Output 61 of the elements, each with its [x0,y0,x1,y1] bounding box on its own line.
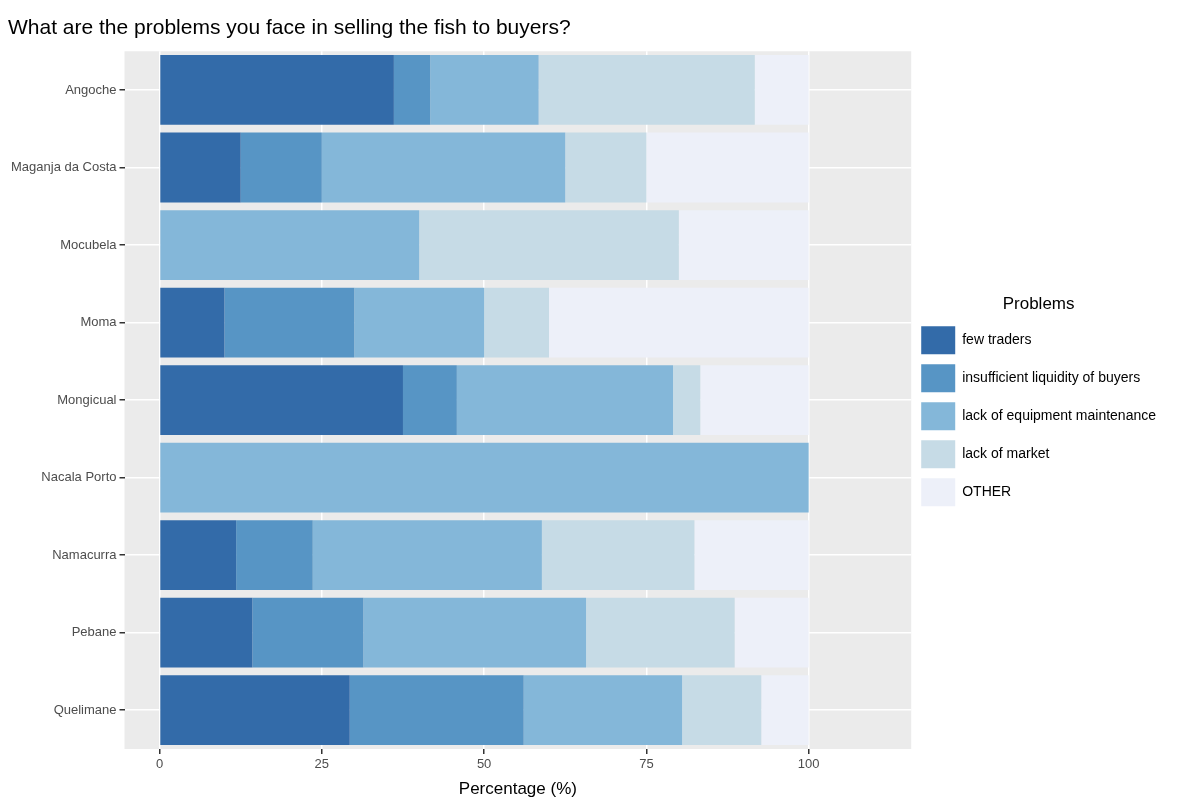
bar [402,365,457,435]
bar [354,287,485,358]
y-tick-label: Mocubela [60,236,118,252]
legend-title: Problems [1002,293,1075,313]
y-tick-label: Quelimane [53,701,117,717]
y-tick-label: Angoche [65,81,117,97]
bar [761,675,809,746]
y-tick-label: Pebane [71,624,117,640]
bar [538,55,755,125]
bar [160,132,241,203]
bar [678,210,809,280]
bar [586,597,735,668]
chart-title: What are the problems you face in selling the fish to buyers? [8,15,571,39]
bar [565,132,647,203]
bar [549,287,809,358]
bar [754,55,809,125]
bar [734,597,809,668]
bar [160,675,350,746]
bar [682,675,762,746]
x-tick-label: 100 [797,756,820,772]
legend-label: few traders [962,331,1032,348]
bar [363,597,587,668]
bar [236,520,313,591]
bar [160,520,237,591]
bar [224,287,355,358]
bar [419,210,679,280]
bar [673,365,701,435]
y-tick-label: Nacala Porto [41,469,117,485]
bar [160,210,420,280]
bar [240,132,322,203]
y-tick-label: Mongicual [57,391,117,407]
bar [523,675,683,746]
y-tick-label: Namacurra [52,546,118,562]
bar [160,365,403,435]
bar [160,287,225,358]
bar [393,55,431,125]
bar [484,287,550,358]
bar [312,520,542,591]
bar [252,597,364,668]
bar [456,365,673,435]
bar [160,55,394,125]
legend-label: lack of market [962,445,1050,462]
x-tick-label: 75 [639,756,654,772]
y-tick-label: Moma [80,314,118,330]
x-tick-label: 0 [155,756,164,772]
bar [160,442,809,513]
x-tick-label: 50 [476,756,492,772]
bar [430,55,539,125]
legend-label: insufficient liquidity of buyers [962,369,1141,386]
bar [160,597,253,668]
bar [700,365,809,435]
bar [694,520,809,591]
legend-label: OTHER [962,483,1012,500]
legend-label: lack of equipment maintenance [962,407,1157,424]
bar [349,675,524,746]
bar [541,520,695,591]
bar [321,132,566,203]
bar [646,132,809,203]
x-tick-label: 25 [314,756,330,772]
x-axis-title: Percentage (%) [458,779,577,799]
y-tick-label: Maganja da Costa [11,159,118,175]
